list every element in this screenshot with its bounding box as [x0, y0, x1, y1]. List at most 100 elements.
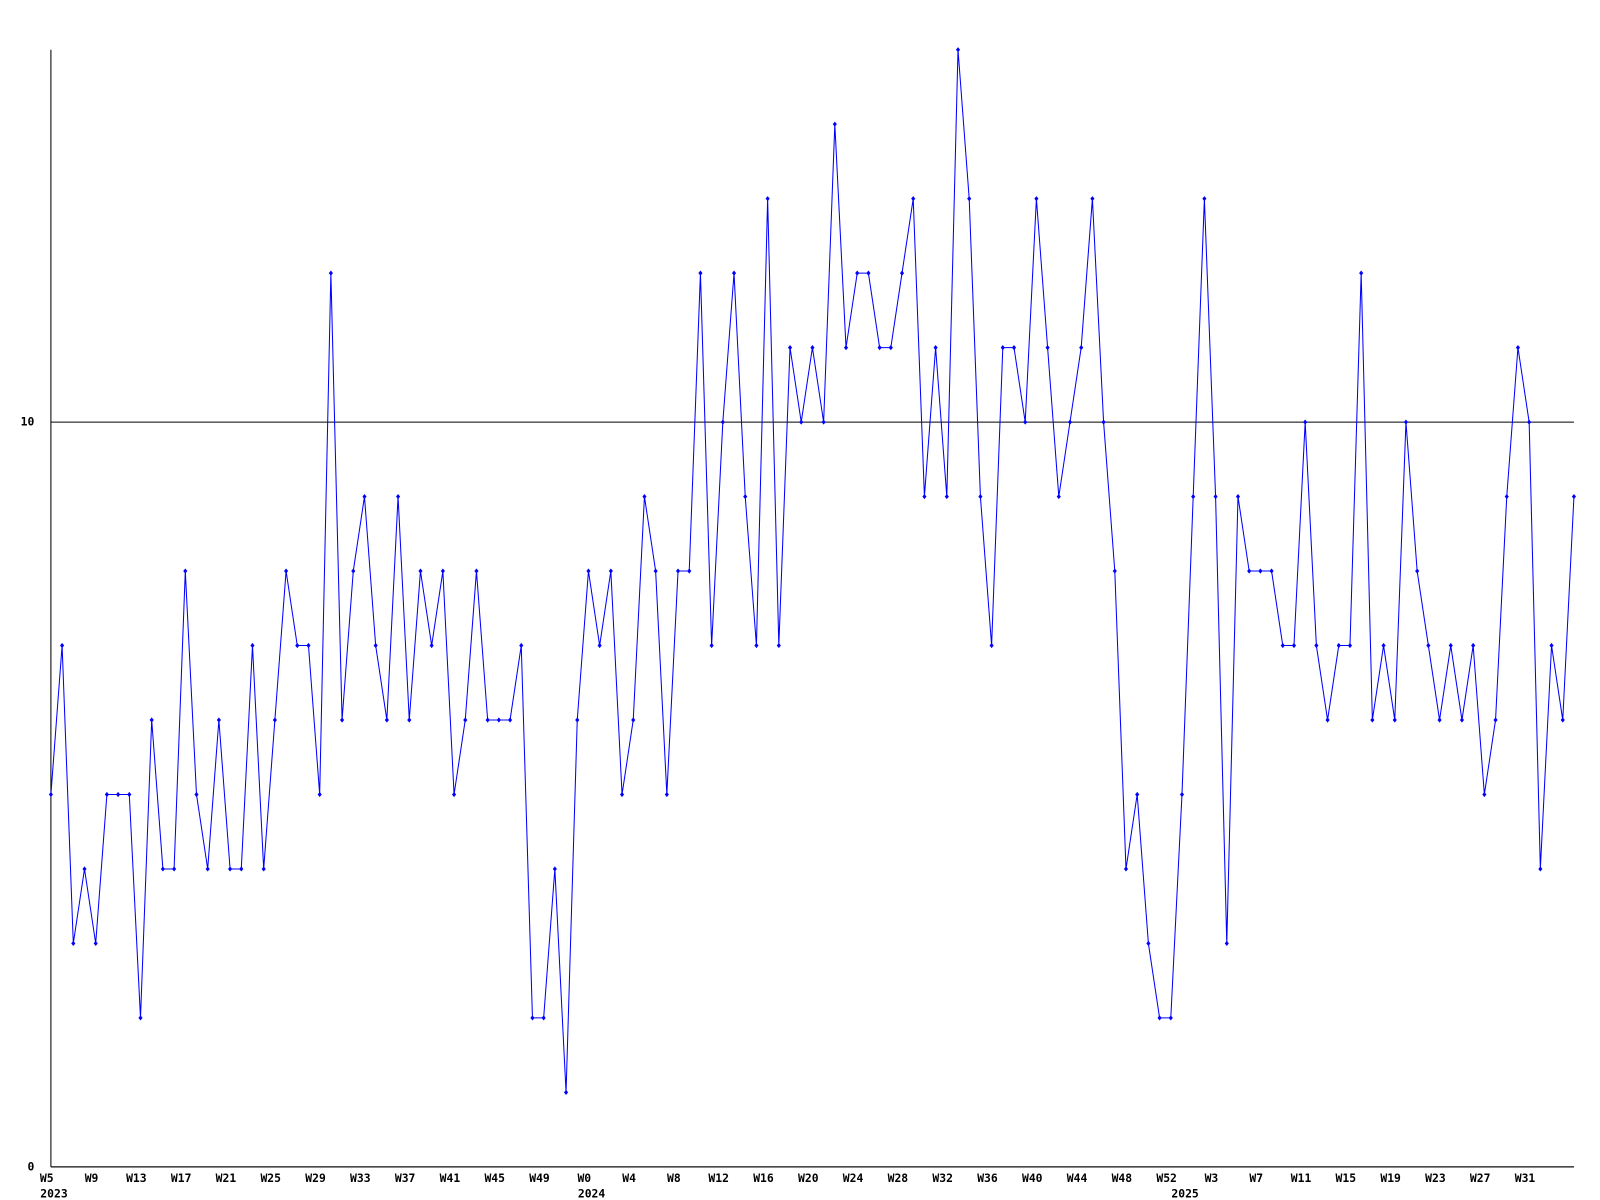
marker: [1101, 419, 1106, 425]
marker: [1325, 717, 1330, 723]
x-tick-label: W32: [932, 1171, 953, 1185]
marker: [787, 345, 793, 351]
marker: [631, 717, 636, 723]
marker: [933, 345, 938, 351]
marker: [944, 493, 949, 500]
marker: [1303, 419, 1308, 425]
marker: [1000, 345, 1005, 351]
marker: [1370, 717, 1375, 723]
marker: [821, 419, 826, 425]
x-tick-label: W17: [171, 1171, 192, 1185]
marker: [1191, 493, 1196, 500]
x-tick-label: W11: [1291, 1171, 1312, 1185]
x-tick-label: W16: [753, 1171, 774, 1185]
marker: [1459, 717, 1465, 723]
marker: [1011, 345, 1017, 351]
marker: [911, 196, 916, 202]
marker: [384, 717, 389, 723]
x-tick-label: W3: [1205, 1171, 1219, 1185]
x-tick-label: W48: [1112, 1171, 1133, 1185]
x-tick-label: W44: [1067, 1171, 1088, 1185]
y-tick-label: 0: [27, 1159, 34, 1173]
x-tick-label: W21: [216, 1171, 237, 1185]
x-tick-label: W7: [1249, 1171, 1263, 1185]
x-tick-label: W31: [1515, 1171, 1536, 1185]
x-tick-label: W24: [843, 1171, 864, 1185]
marker: [563, 1089, 569, 1095]
marker: [1067, 419, 1073, 425]
x-tick-label: W19: [1380, 1171, 1401, 1185]
marker: [1213, 493, 1218, 500]
marker: [1527, 419, 1532, 425]
marker: [899, 270, 905, 276]
x-tick-label: W36: [977, 1171, 998, 1185]
marker: [496, 717, 501, 723]
marker: [731, 270, 737, 276]
marker: [575, 717, 580, 723]
x-tick-label: W33: [350, 1171, 371, 1185]
marker: [1202, 196, 1207, 202]
year-label: 2025: [1171, 1186, 1199, 1200]
marker: [1045, 345, 1050, 351]
year-label: 2023: [40, 1186, 68, 1200]
marker: [743, 493, 748, 500]
x-tick-label: W25: [260, 1171, 281, 1185]
marker: [1515, 345, 1521, 351]
x-tick-label: W52: [1156, 1171, 1177, 1185]
x-tick-label: W9: [85, 1171, 99, 1185]
marker: [1392, 717, 1397, 723]
marker: [810, 345, 815, 351]
x-tick-label: W12: [708, 1171, 729, 1185]
marker: [1571, 493, 1577, 500]
marker: [1504, 493, 1509, 500]
marker: [1235, 493, 1241, 500]
marker: [1023, 419, 1028, 425]
marker: [395, 493, 401, 500]
x-tick-label: W20: [798, 1171, 819, 1185]
marker: [362, 493, 367, 500]
marker: [1437, 717, 1442, 723]
x-tick-label: W40: [1022, 1171, 1043, 1185]
marker: [1079, 345, 1084, 351]
x-tick-label: W23: [1425, 1171, 1446, 1185]
x-tick-label: W27: [1470, 1171, 1491, 1185]
marker: [642, 493, 647, 500]
marker: [507, 717, 513, 723]
x-tick-label: W37: [395, 1171, 416, 1185]
marker: [407, 717, 412, 723]
x-tick-label: W41: [440, 1171, 461, 1185]
x-tick-label: W49: [529, 1171, 550, 1185]
x-tick-label: W5: [40, 1171, 54, 1185]
marker: [1056, 493, 1061, 500]
marker: [1090, 196, 1095, 202]
y-tick-label: 10: [21, 415, 35, 429]
year-label: 2024: [578, 1186, 606, 1200]
marker: [1359, 270, 1364, 276]
marker: [1560, 717, 1565, 723]
marker: [888, 345, 893, 351]
marker: [866, 270, 871, 276]
marker: [843, 345, 849, 351]
marker: [1034, 196, 1039, 202]
marker: [1403, 419, 1409, 425]
x-tick-label: W28: [888, 1171, 909, 1185]
marker: [485, 717, 490, 723]
x-tick-label: W13: [126, 1171, 147, 1185]
marker: [922, 493, 927, 500]
marker: [720, 419, 725, 425]
x-tick-label: W8: [667, 1171, 681, 1185]
x-tick-label: W15: [1336, 1171, 1357, 1185]
x-tick-label: W29: [305, 1171, 326, 1185]
x-tick-label: W45: [484, 1171, 505, 1185]
marker: [832, 121, 837, 127]
marker: [272, 717, 277, 723]
marker: [978, 493, 983, 500]
x-tick-label: W0: [577, 1171, 591, 1185]
x-tick-label: W4: [622, 1171, 636, 1185]
marker: [1493, 717, 1498, 723]
marker: [149, 717, 154, 723]
marker: [967, 196, 972, 202]
